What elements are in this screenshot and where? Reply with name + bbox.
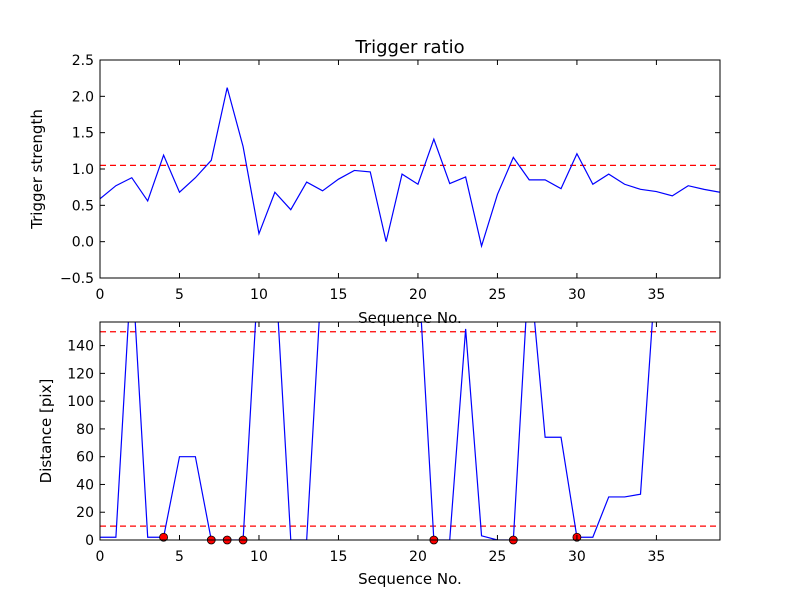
y-tick-label: 40	[76, 477, 94, 493]
x-axis-label: Sequence No.	[358, 570, 462, 588]
series-line	[100, 322, 653, 540]
y-tick-label: 2.0	[72, 89, 94, 105]
x-tick-label: 35	[647, 287, 665, 303]
y-tick-label: 60	[76, 450, 94, 466]
y-tick-label: 1.0	[72, 162, 94, 178]
y-tick-label: 80	[76, 422, 94, 438]
chart-title: Trigger ratio	[354, 37, 464, 58]
x-tick-label: 30	[568, 287, 586, 303]
x-tick-label: 0	[96, 549, 105, 565]
x-axis-label: Sequence No.	[358, 309, 462, 327]
x-tick-label: 15	[330, 549, 348, 565]
y-tick-label: 100	[67, 394, 94, 410]
distance-chart: 0 5 10 15 20 25 30 35 0 20 40 60 80 100 120 140 Sequenc…	[37, 321, 721, 588]
x-tick-label: 35	[647, 549, 665, 565]
x-tick-label: 0	[96, 287, 105, 303]
y-tick-label: 0	[85, 533, 94, 549]
y-tick-label: 0.5	[72, 198, 94, 214]
x-tick-label: 20	[409, 287, 427, 303]
y-tick-label: 120	[67, 366, 94, 382]
x-tick-label: 10	[250, 549, 268, 565]
x-tick-label: 30	[568, 549, 586, 565]
x-tick-label: 10	[250, 287, 268, 303]
series-line	[100, 87, 720, 249]
x-tick-label: 5	[175, 549, 184, 565]
y-tick-label: 1.5	[72, 126, 94, 142]
y-tick-label: 20	[76, 505, 94, 521]
x-tick-label: 15	[330, 287, 348, 303]
data-layer	[100, 87, 720, 249]
y-tick-label: 0.0	[72, 235, 94, 251]
trigger-ratio-chart: Trigger ratio 0 5 10 15 20 25 30 35 −0.5 0.0 0.5 1.…	[28, 37, 721, 327]
x-tick-label: 20	[409, 549, 427, 565]
y-axis-label: Distance [pix]	[37, 379, 55, 484]
data-layer	[100, 322, 720, 540]
axes-frame	[99, 59, 721, 279]
trigger-plot-area: 0 5 10 15 20 25 30 35 −0.5 0.0 0.5 1.0 1.5 2.0 2.5	[60, 53, 721, 303]
axes-frame	[99, 321, 721, 541]
y-tick-label: 2.5	[72, 53, 94, 69]
y-tick-label: 140	[67, 339, 94, 355]
x-tick-label: 25	[489, 549, 507, 565]
y-axis-label: Trigger strength	[28, 109, 46, 230]
data-point	[159, 532, 168, 542]
x-tick-label: 5	[175, 287, 184, 303]
y-tick-label: −0.5	[60, 271, 94, 287]
distance-plot-area: 0 5 10 15 20 25 30 35 0 20 40 60 80 100 120 140	[67, 321, 721, 565]
x-tick-label: 25	[489, 287, 507, 303]
